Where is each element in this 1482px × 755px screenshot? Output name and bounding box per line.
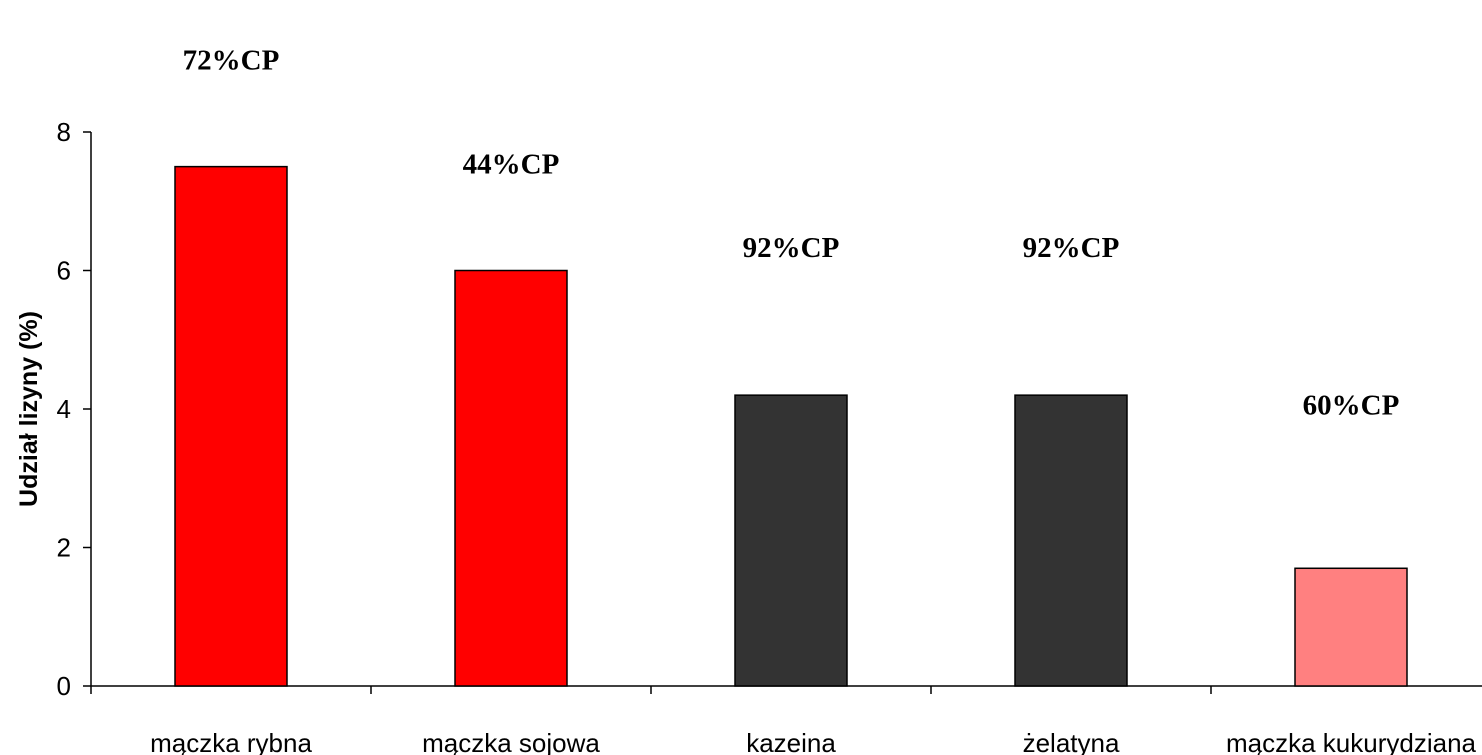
- labels: mączka rybna 72%CP mączka sojowa 44%CP kazei…: [150, 45, 1476, 755]
- y-tick-label: 6: [57, 256, 71, 286]
- data-label: 72%CP: [183, 45, 280, 77]
- category-label: kazeina: [746, 728, 836, 755]
- data-label: 60%CP: [1303, 389, 1400, 421]
- bar: [734, 394, 848, 687]
- category-label: mączka rybna: [150, 728, 312, 755]
- y-tick-label: 4: [57, 394, 71, 424]
- data-label: 44%CP: [463, 149, 560, 181]
- category-label: żelatyna: [1023, 728, 1120, 755]
- category-label: mączka sojowa: [422, 728, 600, 755]
- bar: [174, 165, 288, 687]
- axes: 0 2 4 6 8: [57, 117, 1482, 701]
- category-label: mączka kukurydziana: [1226, 728, 1477, 755]
- bars: [174, 165, 1408, 687]
- data-label: 92%CP: [743, 232, 840, 264]
- bar: [1014, 394, 1128, 687]
- y-axis-title: Udział lizyny (%): [15, 311, 43, 507]
- y-tick-label: 8: [57, 117, 71, 147]
- bar: [454, 269, 568, 687]
- y-tick-label: 2: [57, 533, 71, 563]
- data-label: 92%CP: [1023, 232, 1120, 264]
- bar: [1294, 567, 1408, 687]
- y-tick-label: 0: [57, 671, 71, 701]
